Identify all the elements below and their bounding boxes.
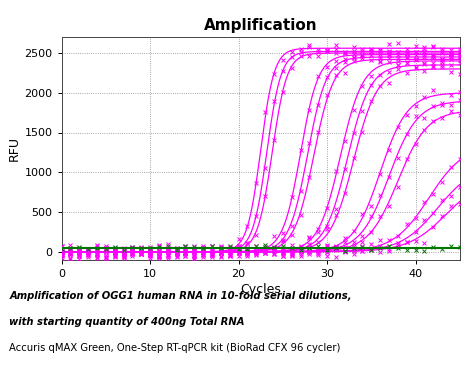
Title: Amplification: Amplification [204,18,318,33]
Y-axis label: RFU: RFU [7,136,20,161]
Text: with starting quantity of 400ng Total RNA: with starting quantity of 400ng Total RN… [9,316,245,326]
X-axis label: Cycles: Cycles [240,283,281,296]
Text: Amplification of OGG1 human RNA in 10-fold serial dilutions,: Amplification of OGG1 human RNA in 10-fo… [9,290,352,301]
Text: Accuris qMAX Green, One-Step RT-qPCR kit (BioRad CFX 96 cycler): Accuris qMAX Green, One-Step RT-qPCR kit… [9,342,341,352]
